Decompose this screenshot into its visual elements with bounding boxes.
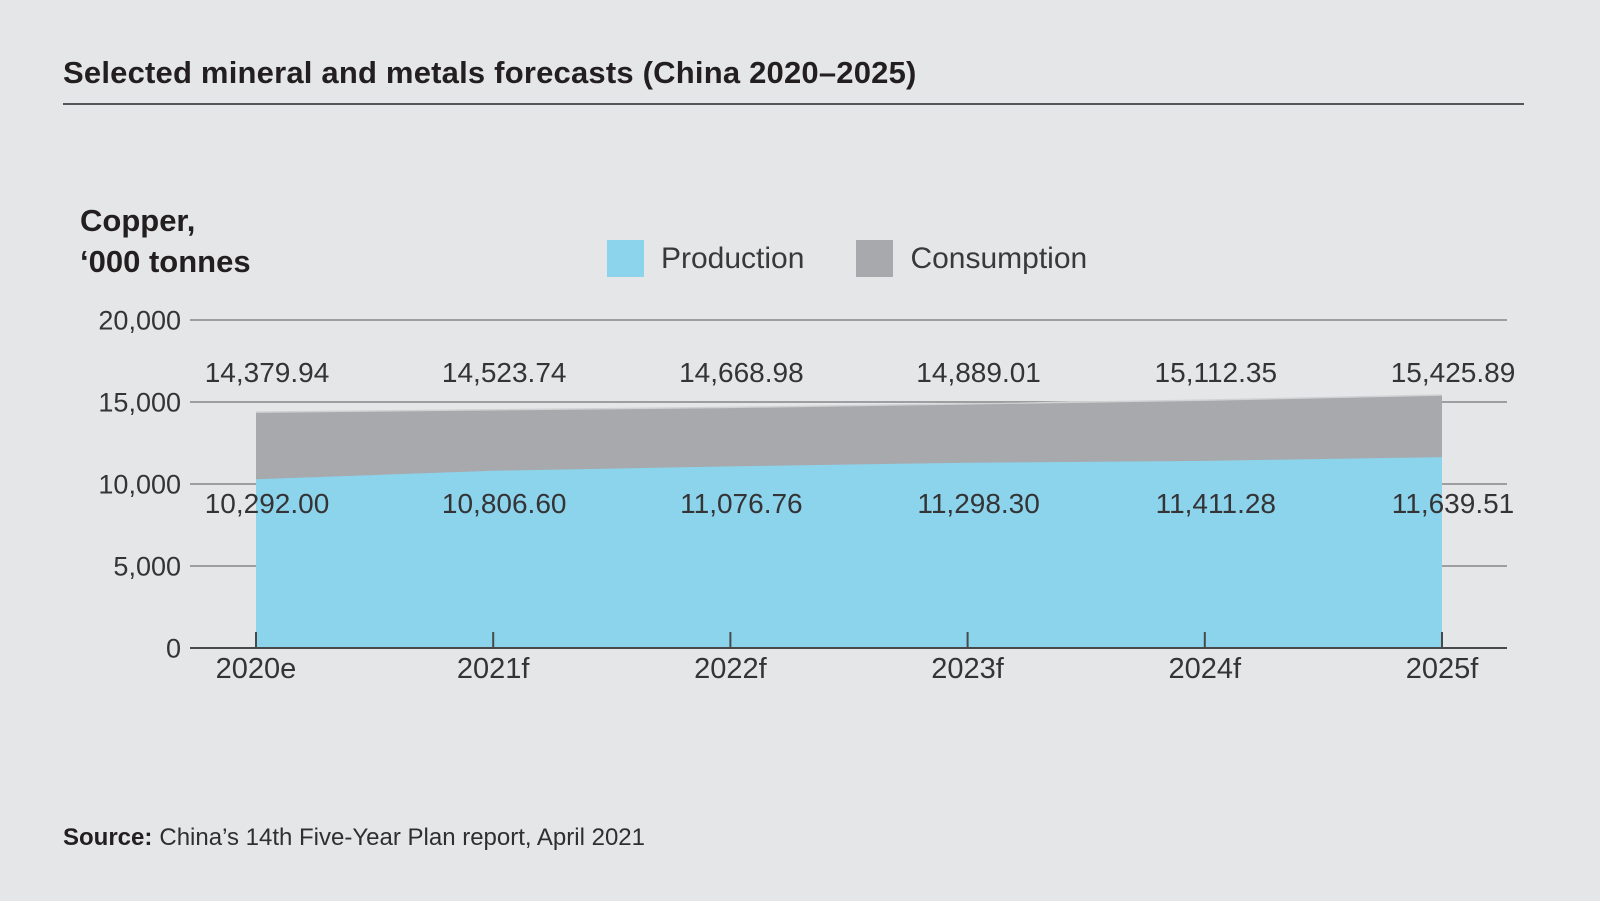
production-value-label: 11,076.76	[680, 488, 803, 519]
consumption-value-label: 15,112.35	[1155, 357, 1278, 388]
y-axis-label: 20,000	[98, 305, 181, 335]
legend-label-consumption: Consumption	[910, 241, 1088, 275]
chart-legend: Production Consumption	[607, 240, 1087, 277]
source-prefix: Source:	[63, 824, 153, 851]
x-axis-label: 2023f	[931, 653, 1005, 685]
y-axis-label: 0	[166, 633, 181, 663]
legend-item-consumption: Consumption	[856, 240, 1087, 277]
y-axis-label: 5,000	[113, 551, 181, 581]
title-divider	[63, 103, 1524, 105]
x-axis-label: 2025f	[1406, 653, 1480, 685]
x-axis-label: 2024f	[1169, 653, 1243, 685]
consumption-value-label: 14,668.98	[679, 357, 804, 388]
source-note: Source: China’s 14th Five-Year Plan repor…	[63, 824, 645, 852]
consumption-value-label: 14,379.94	[205, 357, 330, 388]
x-axis-label: 2020e	[216, 653, 297, 685]
production-value-label: 11,298.30	[917, 488, 1040, 519]
consumption-value-label: 14,889.01	[916, 357, 1041, 388]
source-text: China’s 14th Five-Year Plan report, Apri…	[159, 824, 645, 851]
page-title: Selected mineral and metals forecasts (C…	[63, 55, 917, 90]
production-value-label: 10,806.60	[442, 488, 567, 519]
legend-label-production: Production	[661, 241, 805, 275]
production-value-label: 10,292.00	[205, 488, 330, 519]
production-value-label: 11,411.28	[1156, 488, 1276, 519]
consumption-top-edge	[255, 394, 1443, 413]
x-axis-label: 2021f	[457, 653, 531, 685]
axis-title-line1: Copper,	[80, 203, 196, 238]
chart-axis-title: Copper, ‘000 tonnes	[80, 200, 251, 282]
x-axis-label: 2022f	[694, 653, 768, 685]
y-axis-label: 10,000	[98, 469, 181, 499]
production-value-label: 11,639.51	[1392, 488, 1515, 519]
axis-title-line2: ‘000 tonnes	[80, 244, 251, 279]
consumption-value-label: 15,425.89	[1391, 357, 1516, 388]
production-swatch-icon	[607, 240, 644, 277]
consumption-value-label: 14,523.74	[442, 357, 567, 388]
consumption-swatch-icon	[856, 240, 894, 277]
y-axis-label: 15,000	[98, 387, 181, 417]
production-area	[256, 457, 1442, 648]
legend-item-production: Production	[607, 240, 804, 277]
